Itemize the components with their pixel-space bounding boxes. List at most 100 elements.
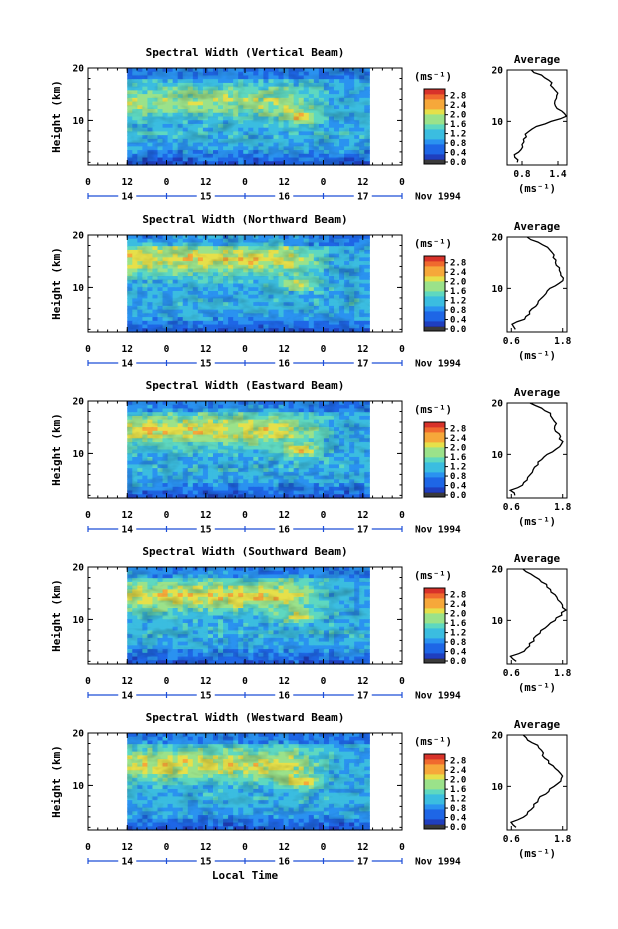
colorbar-tick-label: 1.2 [450, 297, 466, 307]
profile-x-tick-label: 0.6 [503, 502, 520, 513]
panel-eastward-beam: Spectral Width (Eastward Beam) 1020Heigh… [50, 379, 572, 536]
colorbar-frame [423, 88, 446, 165]
hour-tick-label: 0 [242, 510, 248, 521]
colorbar-tick-label: 0.0 [450, 325, 466, 335]
day-tick-label: 14 [122, 192, 134, 203]
heatmap [127, 68, 370, 166]
hour-tick-label: 0 [242, 344, 248, 355]
colorbar-tick-label: 0.4 [450, 149, 467, 159]
hour-tick-label: 0 [164, 344, 170, 355]
day-tick-label: 16 [279, 192, 291, 203]
colorbar-swatch [424, 286, 445, 292]
day-tick-label: 15 [200, 192, 212, 203]
colorbar-swatch [424, 124, 445, 130]
hour-tick-label: 0 [242, 177, 248, 188]
hour-tick-label: 0 [164, 510, 170, 521]
hour-tick-label: 0 [399, 344, 405, 355]
heatmap-texture [127, 401, 370, 498]
profile-unit: (ms⁻¹) [518, 350, 556, 362]
day-tick-label: 16 [279, 525, 291, 536]
colorbar-tick-label: 1.6 [450, 287, 466, 297]
hour-tick-label: 12 [200, 510, 211, 521]
colorbar-swatch [424, 477, 445, 483]
day-tick-label: 17 [357, 525, 368, 536]
colorbar-swatch [424, 452, 445, 458]
date-label: Nov 1994 [415, 359, 461, 370]
hour-tick-label: 12 [200, 344, 211, 355]
day-label-bg [196, 358, 215, 368]
hour-tick-label: 0 [85, 344, 91, 355]
hour-tick-label: 12 [200, 177, 211, 188]
colorbar-swatch [424, 467, 445, 473]
colorbar-swatch [424, 296, 445, 302]
colorbar-swatch [424, 154, 445, 160]
hour-tick-label: 12 [279, 344, 290, 355]
hour-tick-label: 0 [321, 177, 327, 188]
day-label-bg [275, 524, 294, 534]
profile-x-tick-label: 1.4 [549, 169, 566, 180]
profile-y-tick-label: 10 [492, 117, 504, 128]
colorbar-swatch [424, 462, 445, 468]
colorbar: 0.00.40.81.21.62.02.42.8(ms⁻¹) [414, 238, 467, 335]
date-label: Nov 1994 [415, 192, 461, 203]
colorbar-tick-label: 2.0 [450, 111, 466, 121]
colorbar: 0.00.40.81.21.62.02.42.8(ms⁻¹) [414, 404, 467, 501]
hour-tick-label: 12 [122, 510, 133, 521]
panel-title: Spectral Width (Northward Beam) [142, 213, 347, 226]
day-label-bg [353, 191, 372, 201]
colorbar-swatch [424, 256, 445, 262]
panel-northward-beam: Spectral Width (Northward Beam) 1020Heig… [50, 213, 572, 370]
date-label: Nov 1994 [415, 525, 461, 536]
panel-title: Spectral Width (Eastward Beam) [146, 379, 345, 392]
colorbar-swatch [424, 276, 445, 282]
hour-tick-label: 0 [399, 510, 405, 521]
colorbar-unit: (ms⁻¹) [414, 404, 452, 416]
profile-y-tick-label: 10 [492, 284, 504, 295]
hour-tick-label: 12 [279, 510, 290, 521]
day-label-bg [275, 358, 294, 368]
colorbar-swatch [424, 306, 445, 312]
colorbar-tick-label: 0.0 [450, 491, 466, 501]
y-tick-label: 20 [73, 397, 85, 408]
colorbar-unit: (ms⁻¹) [414, 71, 452, 83]
colorbar-swatch [424, 427, 445, 433]
hour-tick-label: 0 [321, 510, 327, 521]
day-label-bg [118, 524, 137, 534]
colorbar-swatch [424, 144, 445, 150]
day-tick-label: 15 [200, 525, 212, 536]
colorbar-swatch [424, 432, 445, 438]
colorbar-swatch [424, 422, 445, 428]
profile-title: Average [514, 220, 561, 233]
colorbar-tick-label: 0.8 [450, 306, 466, 316]
day-tick-label: 16 [279, 359, 291, 370]
hour-tick-label: 0 [399, 177, 405, 188]
panel-title: Spectral Width (Vertical Beam) [146, 46, 345, 59]
profile-unit: (ms⁻¹) [518, 183, 556, 195]
colorbar-swatch [424, 472, 445, 478]
day-label-bg [196, 524, 215, 534]
colorbar-swatch [424, 437, 445, 443]
colorbar-tick-label: 2.4 [450, 434, 467, 444]
hour-tick-label: 0 [85, 177, 91, 188]
hour-tick-label: 12 [122, 177, 133, 188]
colorbar-tick-label: 2.4 [450, 268, 467, 278]
colorbar-frame [423, 421, 446, 498]
heatmap [127, 235, 370, 333]
colorbar-swatch [424, 316, 445, 322]
y-axis-label: Height (km) [50, 80, 63, 153]
colorbar-tick-label: 1.6 [450, 453, 466, 463]
heatmap [127, 567, 370, 665]
colorbar-swatch [424, 119, 445, 125]
colorbar-min-swatch [424, 493, 445, 497]
colorbar-swatch [424, 114, 445, 120]
hour-tick-label: 12 [357, 344, 368, 355]
colorbar-swatch [424, 487, 445, 493]
colorbar-swatch [424, 281, 445, 287]
hour-tick-label: 0 [164, 177, 170, 188]
profile-line [511, 236, 565, 330]
profile-line [508, 402, 564, 496]
colorbar-swatch [424, 104, 445, 110]
